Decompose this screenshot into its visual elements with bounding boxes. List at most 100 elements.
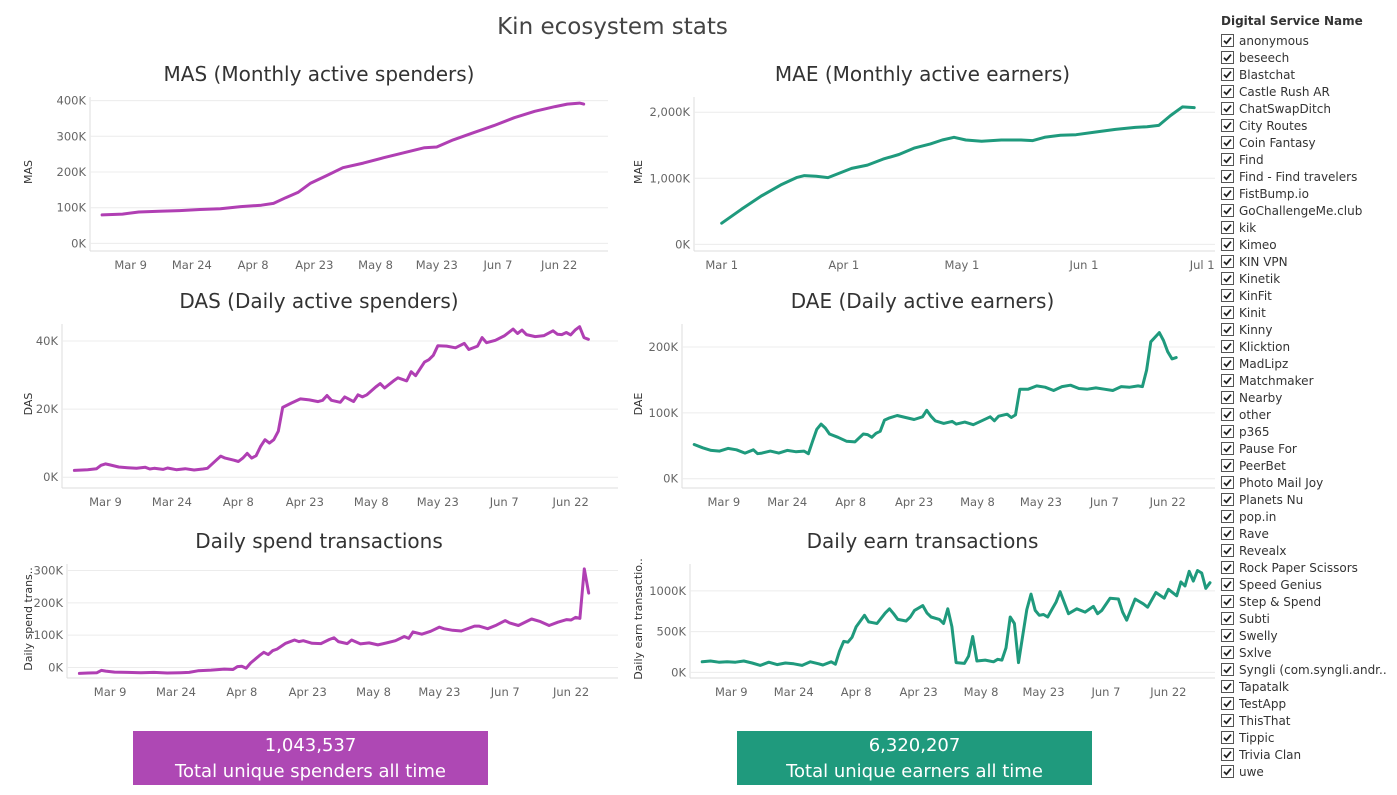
- checkbox-checked-icon[interactable]: [1221, 119, 1234, 132]
- filter-item[interactable]: kik: [1221, 219, 1397, 236]
- filter-item[interactable]: Kimeo: [1221, 236, 1397, 253]
- checkbox-checked-icon[interactable]: [1221, 391, 1234, 404]
- checkbox-checked-icon[interactable]: [1221, 51, 1234, 64]
- filter-item[interactable]: Nearby: [1221, 389, 1397, 406]
- checkbox-checked-icon[interactable]: [1221, 476, 1234, 489]
- filter-item-label: Planets Nu: [1239, 492, 1304, 507]
- filter-item[interactable]: Step & Spend: [1221, 593, 1397, 610]
- filter-item[interactable]: Tippic: [1221, 729, 1397, 746]
- filter-item[interactable]: Rave: [1221, 525, 1397, 542]
- checkbox-checked-icon[interactable]: [1221, 561, 1234, 574]
- filter-item[interactable]: Trivia Clan: [1221, 746, 1397, 763]
- filter-item[interactable]: Photo Mail Joy: [1221, 474, 1397, 491]
- checkbox-checked-icon[interactable]: [1221, 34, 1234, 47]
- filter-item[interactable]: ChatSwapDitch: [1221, 100, 1397, 117]
- filter-item[interactable]: GoChallengeMe.club: [1221, 202, 1397, 219]
- checkbox-checked-icon[interactable]: [1221, 646, 1234, 659]
- filter-item[interactable]: Rock Paper Scissors: [1221, 559, 1397, 576]
- filter-item[interactable]: Find - Find travelers: [1221, 168, 1397, 185]
- y-axis-label: Daily earn transactio..: [632, 559, 645, 680]
- das-plot: 0K 20K 40K Mar 9 Mar 24 Apr 8 Apr 23 May 8 May 2…: [22, 324, 618, 509]
- filter-item[interactable]: Matchmaker: [1221, 372, 1397, 389]
- checkbox-checked-icon[interactable]: [1221, 374, 1234, 387]
- filter-item[interactable]: Swelly: [1221, 627, 1397, 644]
- checkbox-checked-icon[interactable]: [1221, 510, 1234, 523]
- checkbox-checked-icon[interactable]: [1221, 629, 1234, 642]
- checkbox-checked-icon[interactable]: [1221, 255, 1234, 268]
- kpi-earners-value: 6,320,207: [868, 735, 961, 756]
- filter-item[interactable]: City Routes: [1221, 117, 1397, 134]
- y-axis-label: DAS: [22, 393, 35, 416]
- filter-item[interactable]: Kinit: [1221, 304, 1397, 321]
- filter-item[interactable]: other: [1221, 406, 1397, 423]
- filter-item[interactable]: TestApp: [1221, 695, 1397, 712]
- checkbox-checked-icon[interactable]: [1221, 595, 1234, 608]
- checkbox-checked-icon[interactable]: [1221, 527, 1234, 540]
- x-tick-label: Jun 22: [552, 495, 589, 509]
- filter-item[interactable]: Tapatalk: [1221, 678, 1397, 695]
- filter-item[interactable]: Sxlve: [1221, 644, 1397, 661]
- checkbox-checked-icon[interactable]: [1221, 306, 1234, 319]
- checkbox-checked-icon[interactable]: [1221, 68, 1234, 81]
- checkbox-checked-icon[interactable]: [1221, 425, 1234, 438]
- checkbox-checked-icon[interactable]: [1221, 357, 1234, 370]
- filter-item[interactable]: KIN VPN: [1221, 253, 1397, 270]
- checkbox-checked-icon[interactable]: [1221, 323, 1234, 336]
- filter-item[interactable]: PeerBet: [1221, 457, 1397, 474]
- filter-item[interactable]: Pause For: [1221, 440, 1397, 457]
- filter-item-label: Matchmaker: [1239, 373, 1314, 388]
- filter-item[interactable]: Coin Fantasy: [1221, 134, 1397, 151]
- filter-item-label: anonymous: [1239, 33, 1309, 48]
- checkbox-checked-icon[interactable]: [1221, 204, 1234, 217]
- filter-item[interactable]: uwe: [1221, 763, 1397, 780]
- filter-item[interactable]: FistBump.io: [1221, 185, 1397, 202]
- filter-item[interactable]: pop.in: [1221, 508, 1397, 525]
- checkbox-checked-icon[interactable]: [1221, 442, 1234, 455]
- checkbox-checked-icon[interactable]: [1221, 85, 1234, 98]
- checkbox-checked-icon[interactable]: [1221, 136, 1234, 149]
- filter-item[interactable]: anonymous: [1221, 32, 1397, 49]
- checkbox-checked-icon[interactable]: [1221, 153, 1234, 166]
- checkbox-checked-icon[interactable]: [1221, 272, 1234, 285]
- checkbox-checked-icon[interactable]: [1221, 697, 1234, 710]
- filter-item[interactable]: Revealx: [1221, 542, 1397, 559]
- filter-item[interactable]: Kinny: [1221, 321, 1397, 338]
- filter-item[interactable]: ThisThat: [1221, 712, 1397, 729]
- filter-item[interactable]: Subti: [1221, 610, 1397, 627]
- filter-item[interactable]: Speed Genius: [1221, 576, 1397, 593]
- checkbox-checked-icon[interactable]: [1221, 102, 1234, 115]
- filter-item[interactable]: KinFit: [1221, 287, 1397, 304]
- kpi-spenders-card: 1,043,537 Total unique spenders all time: [133, 731, 488, 785]
- filter-item[interactable]: Kinetik: [1221, 270, 1397, 287]
- filter-item[interactable]: Klicktion: [1221, 338, 1397, 355]
- checkbox-checked-icon[interactable]: [1221, 731, 1234, 744]
- checkbox-checked-icon[interactable]: [1221, 612, 1234, 625]
- filter-item[interactable]: Planets Nu: [1221, 491, 1397, 508]
- checkbox-checked-icon[interactable]: [1221, 459, 1234, 472]
- checkbox-checked-icon[interactable]: [1221, 765, 1234, 778]
- checkbox-checked-icon[interactable]: [1221, 714, 1234, 727]
- filter-item-label: Tippic: [1239, 730, 1275, 745]
- checkbox-checked-icon[interactable]: [1221, 221, 1234, 234]
- checkbox-checked-icon[interactable]: [1221, 663, 1234, 676]
- checkbox-checked-icon[interactable]: [1221, 493, 1234, 506]
- filter-item[interactable]: p365: [1221, 423, 1397, 440]
- checkbox-checked-icon[interactable]: [1221, 340, 1234, 353]
- x-tick-label: Jun 22: [1149, 495, 1186, 509]
- filter-item[interactable]: Syngli (com.syngli.andr..: [1221, 661, 1397, 678]
- checkbox-checked-icon[interactable]: [1221, 578, 1234, 591]
- filter-item[interactable]: Find: [1221, 151, 1397, 168]
- checkbox-checked-icon[interactable]: [1221, 748, 1234, 761]
- checkbox-checked-icon[interactable]: [1221, 544, 1234, 557]
- filter-item[interactable]: beseech: [1221, 49, 1397, 66]
- checkbox-checked-icon[interactable]: [1221, 187, 1234, 200]
- checkbox-checked-icon[interactable]: [1221, 680, 1234, 693]
- checkbox-checked-icon[interactable]: [1221, 408, 1234, 421]
- filter-item[interactable]: Castle Rush AR: [1221, 83, 1397, 100]
- filter-item[interactable]: Blastchat: [1221, 66, 1397, 83]
- checkbox-checked-icon[interactable]: [1221, 170, 1234, 183]
- filter-item[interactable]: MadLipz: [1221, 355, 1397, 372]
- dae-plot: 0K 100K 200K Mar 9 Mar 24 Apr 8 Apr 23 May 8 May…: [632, 324, 1215, 509]
- checkbox-checked-icon[interactable]: [1221, 289, 1234, 302]
- checkbox-checked-icon[interactable]: [1221, 238, 1234, 251]
